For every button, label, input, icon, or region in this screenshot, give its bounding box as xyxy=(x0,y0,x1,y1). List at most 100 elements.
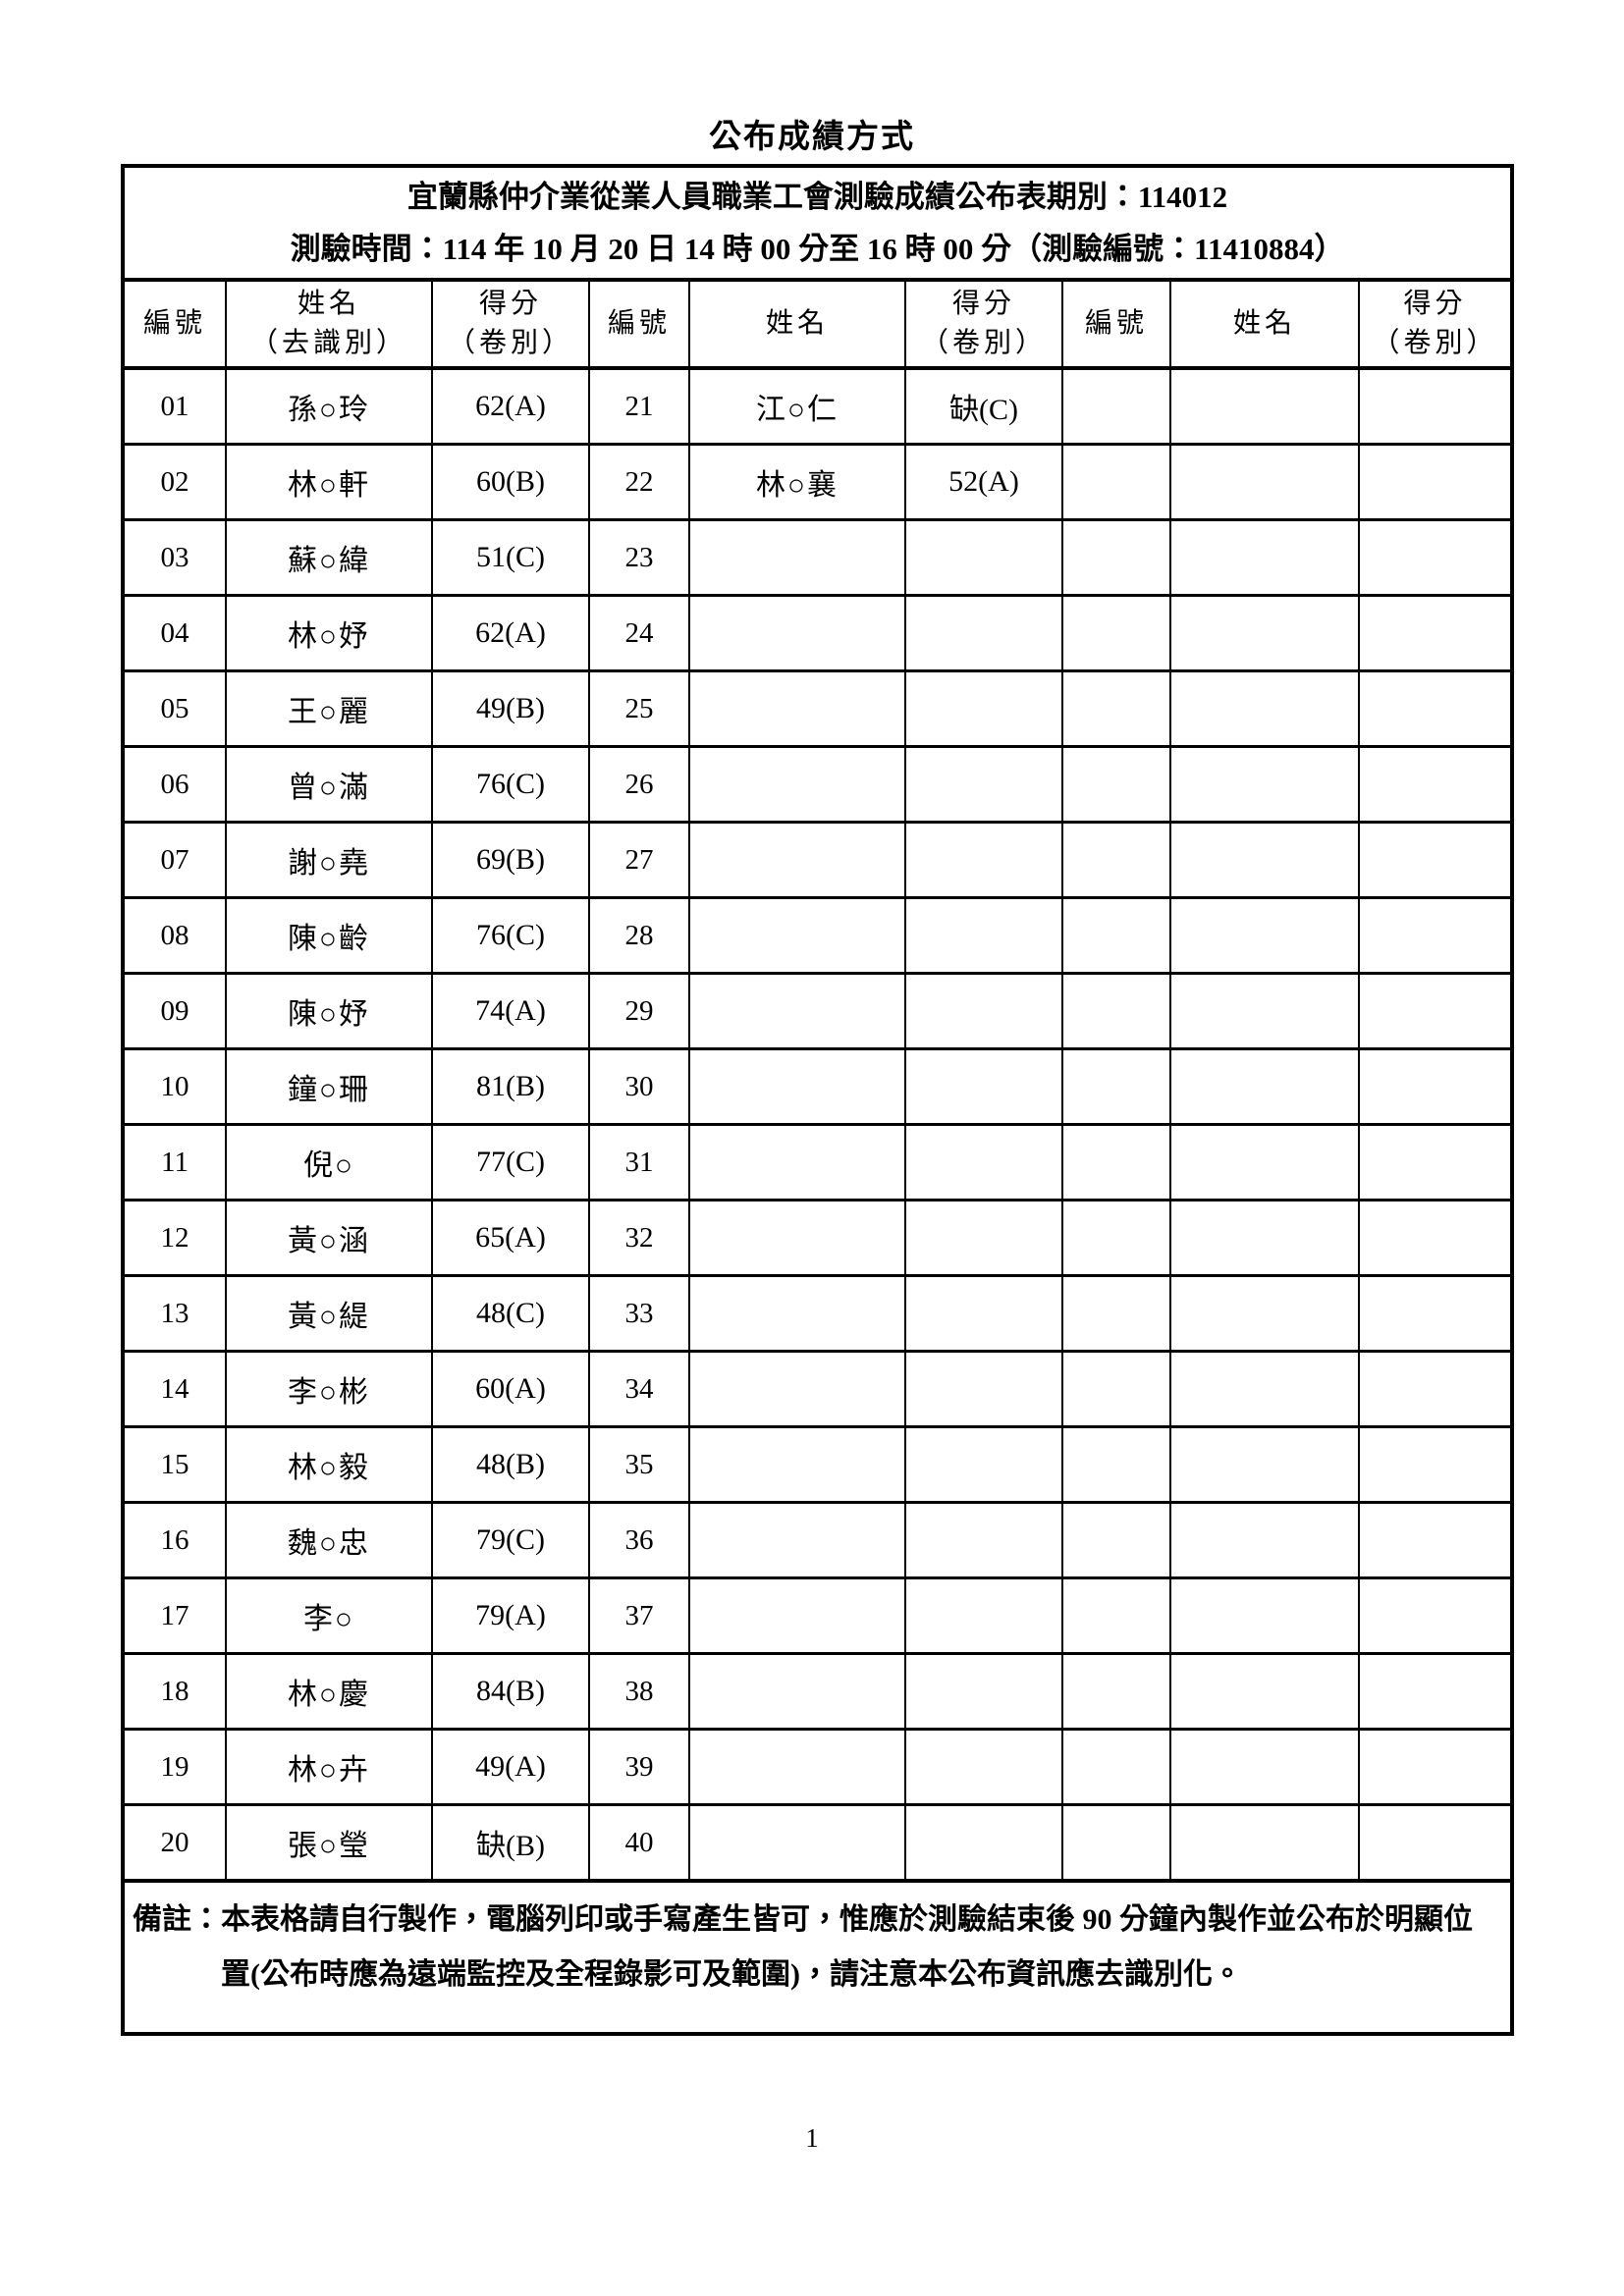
cell-name-mid xyxy=(688,1350,906,1428)
cell-score-left: 84(B) xyxy=(431,1652,590,1731)
cell-score-mid xyxy=(904,1199,1063,1277)
cell-name-mid xyxy=(688,594,906,672)
cell-score-mid xyxy=(904,1274,1063,1353)
cell-score-left: 60(B) xyxy=(431,443,590,521)
cell-score-left: 48(C) xyxy=(431,1274,590,1353)
cell-score-mid xyxy=(904,1652,1063,1731)
cell-score-mid: 缺(C) xyxy=(904,366,1063,446)
cell-score-mid xyxy=(904,972,1063,1050)
info-title-line: 宜蘭縣仲介業從業人員職業工會測驗成績公布表期別：114012 xyxy=(406,180,1228,214)
cell-score-mid xyxy=(904,896,1063,975)
cell-name-right xyxy=(1169,1199,1360,1277)
cell-name-mid xyxy=(688,1803,906,1883)
cell-number-mid: 26 xyxy=(588,745,690,824)
cell-number-left: 05 xyxy=(122,669,227,748)
cell-score-left: 51(C) xyxy=(431,518,590,597)
cell-name-right xyxy=(1169,518,1360,597)
cell-score-right xyxy=(1357,1425,1514,1504)
cell-name-left: 孫○玲 xyxy=(225,366,433,446)
cell-name-left: 曾○滿 xyxy=(225,745,433,824)
cell-name-mid xyxy=(688,518,906,597)
cell-number-mid: 37 xyxy=(588,1576,690,1655)
cell-score-right xyxy=(1357,896,1514,975)
cell-name-right xyxy=(1169,1576,1360,1655)
cell-number-mid: 24 xyxy=(588,594,690,672)
info-time-line: 測驗時間：114 年 10 月 20 日 14 時 00 分至 16 時 00 … xyxy=(290,232,1345,266)
score-table-body: 01 孫○玲 62(A) 21 江○仁 缺(C) 02 林○軒 60(B) 22… xyxy=(122,366,1514,1883)
cell-number-mid: 34 xyxy=(588,1350,690,1428)
cell-score-left: 69(B) xyxy=(431,821,590,899)
cell-number-left: 17 xyxy=(122,1576,227,1655)
cell-name-mid xyxy=(688,972,906,1050)
cell-score-left: 缺(B) xyxy=(431,1803,590,1883)
cell-score-mid xyxy=(904,518,1063,597)
cell-number-mid: 21 xyxy=(588,366,690,446)
cell-score-left: 74(A) xyxy=(431,972,590,1050)
cell-name-left: 陳○妤 xyxy=(225,972,433,1050)
cell-score-left: 49(A) xyxy=(431,1728,590,1806)
cell-name-left: 蘇○緯 xyxy=(225,518,433,597)
cell-name-mid xyxy=(688,745,906,824)
table-row: 16 魏○忠 79(C) 36 xyxy=(122,1501,1514,1579)
cell-score-right xyxy=(1357,745,1514,824)
col-header-number-1: 編號 xyxy=(122,278,227,370)
cell-score-mid xyxy=(904,669,1063,748)
cell-number-left: 10 xyxy=(122,1047,227,1126)
cell-name-left: 黃○緹 xyxy=(225,1274,433,1353)
cell-name-right xyxy=(1169,1350,1360,1428)
cell-number-left: 08 xyxy=(122,896,227,975)
table-row: 05 王○麗 49(B) 25 xyxy=(122,669,1514,748)
table-row: 18 林○慶 84(B) 38 xyxy=(122,1652,1514,1731)
cell-score-left: 79(C) xyxy=(431,1501,590,1579)
cell-name-right xyxy=(1169,1274,1360,1353)
col-header-number-2: 編號 xyxy=(588,278,690,370)
cell-number-left: 11 xyxy=(122,1123,227,1201)
cell-score-right xyxy=(1357,366,1514,446)
cell-number-mid: 23 xyxy=(588,518,690,597)
cell-number-mid: 39 xyxy=(588,1728,690,1806)
cell-number-mid: 30 xyxy=(588,1047,690,1126)
table-info-row: 宜蘭縣仲介業從業人員職業工會測驗成績公布表期別：114012 測驗時間：114 … xyxy=(121,164,1514,282)
cell-name-right xyxy=(1169,1123,1360,1201)
cell-number-left: 13 xyxy=(122,1274,227,1353)
cell-number-right xyxy=(1061,1350,1171,1428)
cell-number-left: 18 xyxy=(122,1652,227,1731)
cell-name-left: 林○妤 xyxy=(225,594,433,672)
cell-name-mid xyxy=(688,1728,906,1806)
cell-name-left: 林○軒 xyxy=(225,443,433,521)
cell-name-right xyxy=(1169,669,1360,748)
cell-name-mid xyxy=(688,1425,906,1504)
cell-score-right xyxy=(1357,1652,1514,1731)
cell-score-right xyxy=(1357,1501,1514,1579)
cell-name-left: 林○卉 xyxy=(225,1728,433,1806)
cell-name-right xyxy=(1169,1652,1360,1731)
col-header-score-2: 得分 （卷別） xyxy=(904,278,1063,370)
cell-number-right xyxy=(1061,1123,1171,1201)
cell-score-mid xyxy=(904,1425,1063,1504)
cell-name-left: 李○ xyxy=(225,1576,433,1655)
cell-number-right xyxy=(1061,1576,1171,1655)
cell-number-mid: 31 xyxy=(588,1123,690,1201)
cell-score-right xyxy=(1357,594,1514,672)
cell-number-mid: 33 xyxy=(588,1274,690,1353)
cell-score-mid xyxy=(904,1728,1063,1806)
cell-score-right xyxy=(1357,1047,1514,1126)
cell-score-mid xyxy=(904,1576,1063,1655)
cell-score-right xyxy=(1357,1728,1514,1806)
table-row: 12 黃○涵 65(A) 32 xyxy=(122,1199,1514,1277)
cell-score-right xyxy=(1357,669,1514,748)
table-row: 14 李○彬 60(A) 34 xyxy=(122,1350,1514,1428)
cell-number-mid: 22 xyxy=(588,443,690,521)
cell-number-mid: 29 xyxy=(588,972,690,1050)
cell-score-mid xyxy=(904,1501,1063,1579)
cell-score-mid xyxy=(904,1350,1063,1428)
table-row: 04 林○妤 62(A) 24 xyxy=(122,594,1514,672)
table-row: 15 林○毅 48(B) 35 xyxy=(122,1425,1514,1504)
col-header-score-3: 得分 （卷別） xyxy=(1357,278,1514,370)
cell-name-left: 李○彬 xyxy=(225,1350,433,1428)
table-row: 11 倪○ 77(C) 31 xyxy=(122,1123,1514,1201)
score-table: 宜蘭縣仲介業從業人員職業工會測驗成績公布表期別：114012 測驗時間：114 … xyxy=(121,164,1515,2036)
cell-name-left: 魏○忠 xyxy=(225,1501,433,1579)
cell-name-mid xyxy=(688,1501,906,1579)
